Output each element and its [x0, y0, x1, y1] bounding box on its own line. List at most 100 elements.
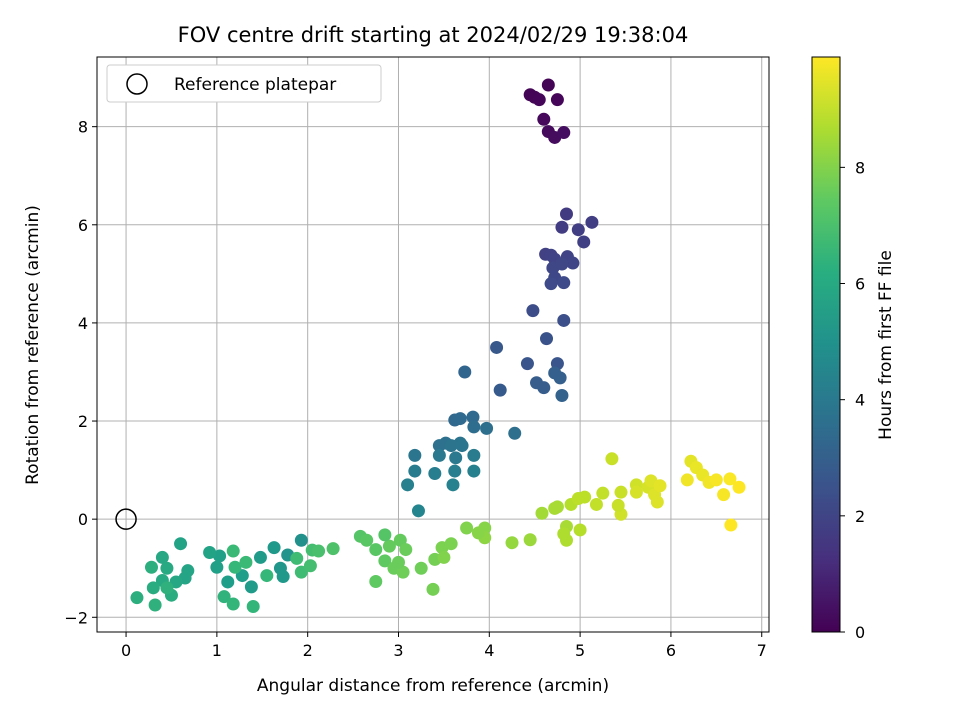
- data-point: [432, 448, 446, 462]
- data-point: [605, 452, 619, 466]
- data-point: [210, 560, 224, 574]
- data-point: [290, 551, 304, 565]
- data-point: [221, 575, 235, 589]
- data-point: [585, 215, 599, 229]
- data-point: [446, 478, 460, 492]
- colorbar-tick-label: 4: [855, 391, 865, 410]
- data-point: [490, 340, 504, 354]
- data-point: [391, 555, 405, 569]
- data-point: [559, 533, 573, 547]
- data-point: [724, 518, 738, 532]
- data-point: [369, 574, 383, 588]
- data-point: [680, 473, 694, 487]
- data-point: [378, 554, 392, 568]
- data-point: [217, 590, 231, 604]
- data-point: [540, 332, 554, 346]
- legend-entry-reference: Reference platepar: [174, 75, 336, 95]
- x-tick-label: 5: [575, 641, 585, 660]
- data-point: [467, 448, 481, 462]
- data-point: [414, 561, 428, 575]
- data-point: [203, 546, 217, 560]
- data-point: [174, 537, 188, 551]
- colorbar-gradient: [811, 56, 841, 633]
- data-point: [480, 421, 494, 435]
- chart-title: FOV centre drift starting at 2024/02/29 …: [178, 23, 689, 47]
- data-point: [559, 207, 573, 221]
- data-point: [378, 528, 392, 542]
- data-point: [537, 381, 551, 395]
- data-point: [369, 543, 383, 557]
- data-point: [160, 561, 174, 575]
- data-point: [408, 448, 422, 462]
- colorbar-tick-label: 0: [855, 623, 865, 642]
- y-axis-label: Rotation from reference (arcmin): [23, 205, 43, 485]
- data-point: [553, 371, 567, 385]
- data-point: [382, 539, 396, 553]
- legend-box: [106, 64, 382, 103]
- y-axis-ticks: −2 0 2 4 6 8: [64, 118, 97, 627]
- colorbar-tick-label: 8: [855, 158, 865, 177]
- data-point: [523, 533, 537, 547]
- data-point: [571, 223, 585, 237]
- data-point: [460, 521, 474, 535]
- reference-marker: [115, 508, 137, 530]
- data-point: [267, 541, 281, 555]
- data-point: [467, 420, 481, 434]
- data-point: [148, 598, 162, 612]
- data-point: [444, 537, 458, 551]
- colorbar-tick-label: 6: [855, 275, 865, 294]
- data-point: [144, 560, 158, 574]
- data-point: [360, 533, 374, 547]
- data-point: [426, 582, 440, 596]
- data-point: [160, 581, 174, 595]
- data-point: [520, 357, 534, 371]
- data-point: [467, 464, 481, 478]
- data-point: [155, 550, 169, 564]
- data-point: [550, 93, 564, 107]
- data-point: [732, 480, 746, 494]
- data-point: [653, 479, 667, 493]
- data-point: [555, 220, 569, 234]
- colorbar-ticks: 0 2 4 6 8: [840, 158, 865, 642]
- data-point: [455, 439, 469, 453]
- data-point: [573, 523, 587, 537]
- data-point: [246, 599, 260, 613]
- data-point: [557, 126, 571, 140]
- data-point: [239, 555, 253, 569]
- data-point: [505, 536, 519, 550]
- data-point: [555, 257, 569, 271]
- legend: Reference platepar: [106, 64, 382, 103]
- data-point: [557, 313, 571, 327]
- data-point: [471, 526, 485, 540]
- plot-frame: [96, 56, 770, 633]
- x-tick-label: 3: [393, 641, 403, 660]
- y-tick-label: 6: [78, 216, 88, 235]
- x-tick-label: 6: [666, 641, 676, 660]
- data-point: [130, 591, 144, 605]
- data-point: [294, 533, 308, 547]
- data-point: [578, 490, 592, 504]
- y-tick-label: 0: [78, 510, 88, 529]
- x-tick-label: 2: [303, 641, 313, 660]
- data-point: [411, 504, 425, 518]
- data-point: [399, 543, 413, 557]
- x-axis-label: Angular distance from reference (arcmin): [257, 676, 609, 696]
- data-point: [226, 544, 240, 558]
- data-point: [548, 501, 562, 515]
- data-point: [596, 486, 610, 500]
- x-axis-ticks: 0 1 2 3 4 5 6 7: [121, 632, 767, 660]
- data-point: [396, 565, 410, 579]
- data-point: [508, 426, 522, 440]
- data-point: [537, 112, 551, 126]
- data-point: [213, 549, 227, 563]
- data-point: [589, 497, 603, 511]
- data-point: [276, 570, 290, 584]
- grid-lines: [97, 57, 769, 632]
- data-point: [532, 93, 546, 107]
- data-point: [566, 256, 580, 270]
- colorbar: 0 2 4 6 8 Hours from first FF file: [811, 56, 896, 642]
- data-point: [544, 277, 558, 291]
- data-point: [448, 464, 462, 478]
- data-point: [723, 472, 737, 486]
